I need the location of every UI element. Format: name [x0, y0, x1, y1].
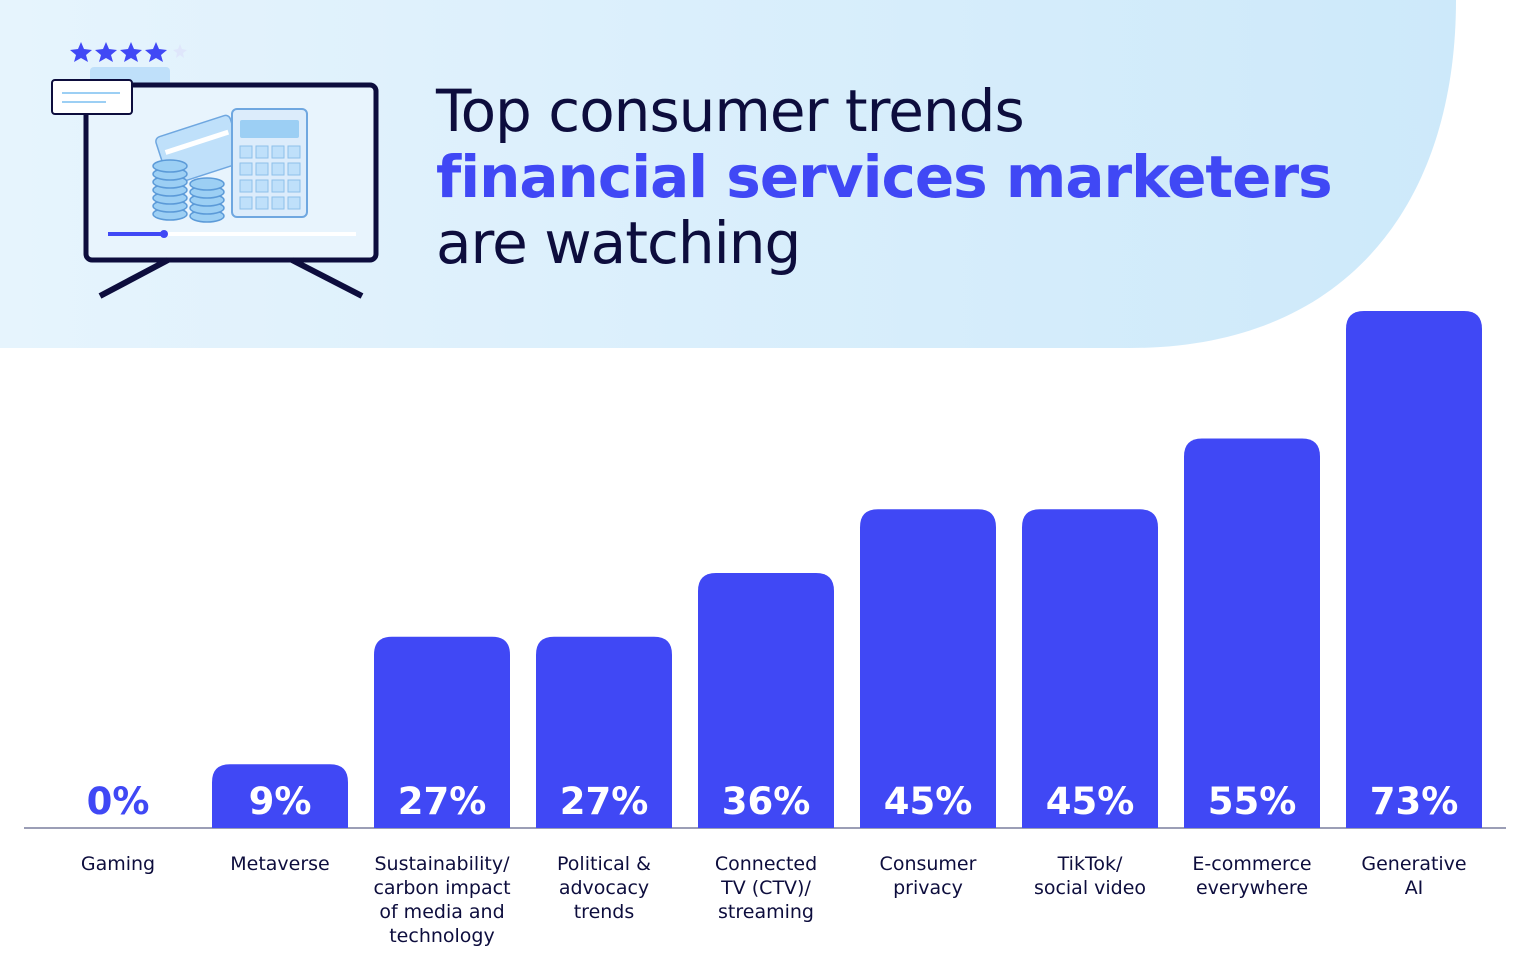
category-label-5: Consumer privacy — [880, 853, 977, 899]
bar-3 — [536, 636, 672, 828]
category-label-4: Connected TV (CTV)/streaming — [715, 853, 817, 923]
bar-8 — [1346, 311, 1482, 828]
value-label-5: 45% — [884, 780, 973, 823]
bar-2 — [374, 636, 510, 828]
rating-stars-icon — [70, 42, 167, 62]
monitor-finance-icon — [51, 42, 379, 299]
category-label-1: Metaverse — [230, 853, 330, 875]
category-label-3: Political & advocacy trends — [557, 853, 651, 923]
category-label-8: Generative AI — [1361, 853, 1466, 899]
category-label-0: Gaming — [81, 853, 155, 875]
value-label-2: 27% — [398, 780, 487, 823]
bar-4 — [698, 573, 834, 828]
bar-1 — [212, 764, 348, 828]
value-label-7: 55% — [1208, 780, 1297, 823]
value-label-4: 36% — [722, 780, 811, 823]
chart-title: Top consumer trends financial services m… — [436, 77, 1333, 277]
bar-5 — [860, 509, 996, 828]
value-label-3: 27% — [560, 780, 649, 823]
value-label-0: 0% — [87, 780, 150, 823]
title-line-1: Top consumer trends — [436, 77, 1025, 145]
value-label-6: 45% — [1046, 780, 1135, 823]
category-label-6: TikTok/social video — [1034, 853, 1146, 899]
value-label-1: 9% — [249, 780, 312, 823]
bar-7 — [1184, 438, 1320, 828]
title-line-2: financial services marketers — [436, 143, 1333, 211]
category-label-2: Sustainability/carbon impact of media and… — [373, 853, 510, 947]
title-line-3: are watching — [436, 209, 801, 277]
value-label-8: 73% — [1370, 780, 1459, 823]
bar-6 — [1022, 509, 1158, 828]
category-label-7: E-commerce everywhere — [1192, 853, 1311, 899]
